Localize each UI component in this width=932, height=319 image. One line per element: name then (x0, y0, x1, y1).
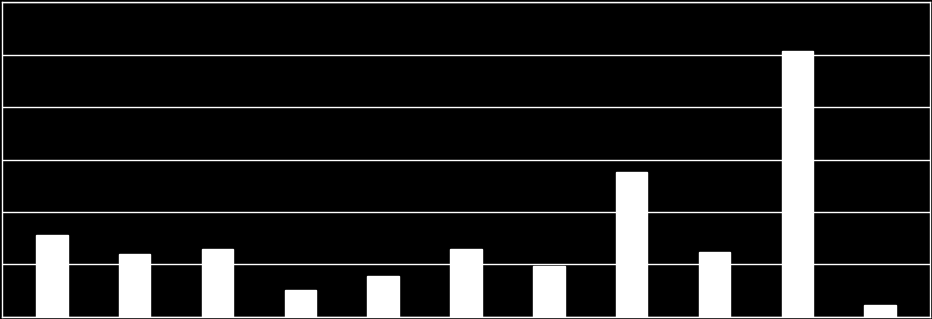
Bar (36, 234, 67, 317)
Bar (201, 249, 233, 317)
Bar (533, 266, 565, 317)
Bar (367, 276, 399, 317)
Bar (450, 249, 482, 317)
Bar (119, 254, 150, 317)
Bar (782, 50, 813, 317)
Bar (699, 251, 731, 317)
Bar (284, 290, 316, 317)
Bar (865, 305, 896, 317)
Bar (616, 172, 648, 317)
